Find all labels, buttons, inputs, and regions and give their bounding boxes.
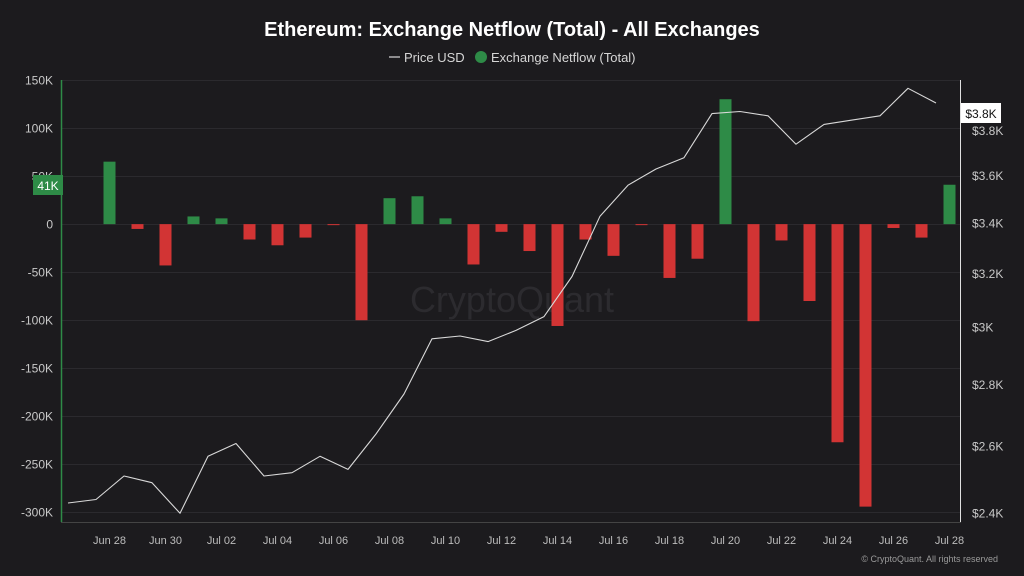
x-tick-label: Jul 26 — [879, 535, 908, 547]
netflow-bar — [579, 224, 592, 240]
left-tick-label: -100K — [21, 314, 53, 328]
left-tick-label: -200K — [21, 410, 53, 424]
netflow-bar — [691, 224, 704, 259]
netflow-bar — [663, 224, 676, 278]
right-axis-ticks: $3.8K $3.6K $3.4K $3.2K $3K $2.8K $2.6K $2.4K — [972, 124, 1003, 520]
left-value-badge: 41K — [33, 175, 63, 195]
x-tick-label: Jul 20 — [711, 535, 740, 547]
price-line-path — [67, 87, 937, 514]
price-line — [67, 87, 937, 514]
x-tick-label: Jun 30 — [149, 535, 182, 547]
netflow-bar — [355, 224, 368, 321]
x-tick-label: Jul 28 — [935, 535, 964, 547]
x-tick-label: Jul 08 — [375, 535, 404, 547]
netflow-bar — [187, 216, 200, 225]
netflow-bar — [103, 161, 116, 225]
x-tick-label: Jul 24 — [823, 535, 852, 547]
netflow-bar — [747, 224, 760, 322]
x-tick-label: Jul 04 — [263, 535, 292, 547]
right-badge-box — [961, 103, 1001, 123]
copyright-credit: © CryptoQuant. All rights reserved — [861, 554, 998, 564]
legend-dot-swatch — [475, 51, 487, 63]
x-tick-label: Jul 22 — [767, 535, 796, 547]
watermark: CryptoQuant — [410, 279, 614, 320]
left-tick-label: 0 — [46, 218, 53, 232]
right-badge-label: $3.8K — [965, 107, 996, 121]
x-axis-ticks: Jun 28 Jun 30 Jul 02 Jul 04 Jul 06 Jul 08 Jul … — [93, 535, 964, 547]
netflow-bar — [299, 224, 312, 238]
left-tick-label: -300K — [21, 506, 53, 520]
x-tick-label: Jul 12 — [487, 535, 516, 547]
right-tick-label: $3.8K — [972, 124, 1003, 138]
left-tick-label: -50K — [28, 266, 53, 280]
netflow-bar — [887, 224, 900, 228]
right-tick-label: $3.2K — [972, 267, 1003, 281]
right-value-badge: $3.8K — [961, 103, 1001, 123]
netflow-bar — [607, 224, 620, 256]
netflow-bar — [243, 224, 256, 240]
x-tick-label: Jul 10 — [431, 535, 460, 547]
x-tick-label: Jul 06 — [319, 535, 348, 547]
grid — [62, 80, 960, 513]
x-tick-label: Jul 18 — [655, 535, 684, 547]
legend-label-price: Price USD — [404, 50, 465, 65]
right-tick-label: $3.4K — [972, 216, 1003, 230]
netflow-bar — [159, 224, 172, 266]
right-tick-label: $3.6K — [972, 169, 1003, 183]
x-tick-label: Jun 28 — [93, 535, 126, 547]
netflow-bar — [523, 224, 536, 252]
left-tick-label: 150K — [25, 74, 53, 88]
legend-label-netflow: Exchange Netflow (Total) — [491, 50, 636, 65]
right-tick-label: $2.8K — [972, 378, 1003, 392]
axes — [60, 80, 961, 523]
right-tick-label: $2.4K — [972, 506, 1003, 520]
netflow-bar — [635, 224, 648, 226]
x-tick-label: Jul 14 — [543, 535, 572, 547]
netflow-bar — [215, 218, 228, 225]
left-tick-label: -250K — [21, 458, 53, 472]
x-tick-label: Jul 16 — [599, 535, 628, 547]
netflow-bar — [467, 224, 480, 265]
netflow-bar — [439, 218, 452, 225]
netflow-bar — [775, 224, 788, 241]
netflow-bar — [803, 224, 816, 301]
netflow-bar — [915, 224, 928, 238]
netflow-bar — [551, 224, 564, 326]
netflow-bar — [131, 224, 144, 229]
left-tick-label: -150K — [21, 362, 53, 376]
right-tick-label: $2.6K — [972, 440, 1003, 454]
netflow-bar — [831, 224, 844, 443]
netflow-bar — [719, 99, 732, 225]
legend: Price USD Exchange Netflow (Total) — [389, 50, 636, 65]
netflow-bar — [271, 224, 284, 246]
netflow-bar — [383, 198, 396, 225]
netflow-bars — [103, 99, 956, 507]
left-badge-label: 41K — [37, 179, 58, 193]
left-tick-label: 100K — [25, 122, 53, 136]
chart-title: Ethereum: Exchange Netflow (Total) - All… — [264, 19, 760, 41]
netflow-bar — [943, 184, 956, 225]
left-badge-box — [33, 175, 63, 195]
netflow-bar — [327, 224, 340, 226]
netflow-bar — [859, 224, 872, 507]
right-tick-label: $3K — [972, 321, 993, 335]
left-axis-ticks: 150K100K50K0-50K-100K-150K-200K-250K-300… — [21, 74, 53, 520]
x-tick-label: Jul 02 — [207, 535, 236, 547]
netflow-bar — [411, 196, 424, 225]
netflow-bar — [495, 224, 508, 232]
